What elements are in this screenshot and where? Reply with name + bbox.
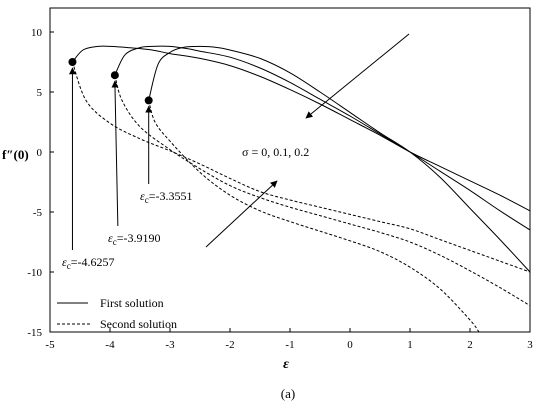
critical-point-1 [68,58,77,66]
annotation-arrows [68,33,410,250]
y-tick-label: 0 [37,147,43,159]
legend-first-label: First solution [100,296,164,310]
series-first-sigma-0 [72,45,530,212]
x-tick-label: 3 [527,339,533,351]
plot-frame [49,7,531,333]
x-tick-label: -1 [285,339,294,351]
series-layer [71,45,530,332]
sigma-annotation: σ = 0, 0.1, 0.2 [242,145,309,159]
x-tick-label: -4 [105,339,115,351]
y-tick-label: 10 [31,27,43,39]
y-tick-label: -5 [33,207,43,219]
x-tick-label: 1 [407,339,413,351]
x-tick-label: -3 [165,339,175,351]
series-second-sigma-0_1 [114,75,530,307]
critical-point-2 [110,71,119,80]
y-axis-label: f″(0) [2,147,29,162]
figure-caption: (a) [281,386,295,401]
x-tick-label: -5 [45,339,55,351]
critical-label-1: εc=-4.6257 [62,255,115,271]
critical-points [68,58,153,105]
arrow-sigma-in [305,33,410,119]
arrow-sigma-out [205,180,278,248]
x-tick-label: 2 [467,339,473,351]
y-tick-label: -15 [27,327,42,339]
x-tick-label: 0 [347,339,353,351]
x-tick-label: -2 [225,339,234,351]
y-tick-label: -10 [27,267,42,279]
critical-label-3: εc=-3.3551 [140,189,193,205]
legend: First solution Second solution [57,296,177,331]
critical-label-2: εc=-3.9190 [108,231,161,247]
series-second-sigma-0 [71,61,530,273]
series-first-sigma-0_2 [148,45,530,273]
legend-second-label: Second solution [100,317,177,331]
arrow-critical-2 [111,80,119,227]
series-second-sigma-0_2 [148,100,480,332]
critical-point-3 [144,96,153,105]
y-tick-label: 5 [37,87,43,99]
x-axis-label: ε [283,357,289,372]
series-first-sigma-0_1 [114,45,530,231]
